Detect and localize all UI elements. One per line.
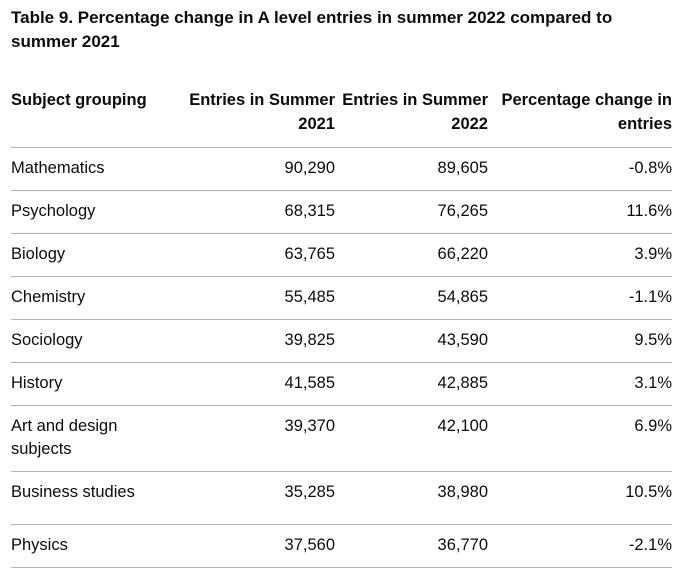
cell-percentage-change: 6.9% <box>488 405 672 472</box>
cell-entries-2021: 35,285 <box>161 471 335 525</box>
header-row: Subject grouping Entries in Summer 2021 … <box>11 85 672 148</box>
header-entries-2021: Entries in Summer 2021 <box>161 85 335 148</box>
header-percentage-change: Percentage change in entries <box>488 85 672 148</box>
cell-percentage-change: -2.1% <box>488 524 672 568</box>
cell-subject: Art and design subjects <box>11 405 161 472</box>
cell-percentage-change: 3.9% <box>488 233 672 277</box>
cell-percentage-change: 10.5% <box>488 471 672 525</box>
table-row: Biology 63,765 66,220 3.9% <box>11 233 672 277</box>
cell-entries-2022: 66,220 <box>335 233 488 277</box>
cell-percentage-change: -1.1% <box>488 276 672 320</box>
cell-entries-2022: 76,265 <box>335 190 488 234</box>
entries-table: Subject grouping Entries in Summer 2021 … <box>11 85 672 568</box>
table-body: Mathematics 90,290 89,605 -0.8% Psycholo… <box>11 147 672 568</box>
table-row: Psychology 68,315 76,265 11.6% <box>11 190 672 234</box>
cell-entries-2022: 42,885 <box>335 362 488 406</box>
cell-subject: Biology <box>11 233 161 277</box>
cell-entries-2021: 37,560 <box>161 524 335 568</box>
table-row: History 41,585 42,885 3.1% <box>11 362 672 406</box>
cell-subject: History <box>11 362 161 406</box>
table-row: Art and design subjects 39,370 42,100 6.… <box>11 405 672 472</box>
cell-percentage-change: 11.6% <box>488 190 672 234</box>
table-row: Business studies 35,285 38,980 10.5% <box>11 471 672 525</box>
cell-entries-2021: 63,765 <box>161 233 335 277</box>
table-row: Physics 37,560 36,770 -2.1% <box>11 524 672 568</box>
cell-entries-2022: 38,980 <box>335 471 488 525</box>
cell-entries-2022: 36,770 <box>335 524 488 568</box>
table-row: Mathematics 90,290 89,605 -0.8% <box>11 147 672 191</box>
cell-subject: Sociology <box>11 319 161 363</box>
cell-subject: Mathematics <box>11 147 161 191</box>
cell-percentage-change: 9.5% <box>488 319 672 363</box>
cell-subject: Chemistry <box>11 276 161 320</box>
header-entries-2022: Entries in Summer 2022 <box>335 85 488 148</box>
cell-entries-2022: 89,605 <box>335 147 488 191</box>
cell-entries-2021: 39,370 <box>161 405 335 472</box>
cell-subject: Business studies <box>11 471 161 525</box>
cell-entries-2022: 42,100 <box>335 405 488 472</box>
cell-subject: Physics <box>11 524 161 568</box>
cell-entries-2022: 43,590 <box>335 319 488 363</box>
table-row: Sociology 39,825 43,590 9.5% <box>11 319 672 363</box>
header-subject: Subject grouping <box>11 85 161 148</box>
table-header: Subject grouping Entries in Summer 2021 … <box>11 85 672 148</box>
cell-entries-2021: 41,585 <box>161 362 335 406</box>
table-caption: Table 9. Percentage change in A level en… <box>11 8 613 51</box>
cell-entries-2021: 39,825 <box>161 319 335 363</box>
cell-entries-2022: 54,865 <box>335 276 488 320</box>
cell-entries-2021: 90,290 <box>161 147 335 191</box>
cell-entries-2021: 55,485 <box>161 276 335 320</box>
cell-percentage-change: -0.8% <box>488 147 672 191</box>
cell-subject: Psychology <box>11 190 161 234</box>
cell-percentage-change: 3.1% <box>488 362 672 406</box>
table-row: Chemistry 55,485 54,865 -1.1% <box>11 276 672 320</box>
cell-entries-2021: 68,315 <box>161 190 335 234</box>
